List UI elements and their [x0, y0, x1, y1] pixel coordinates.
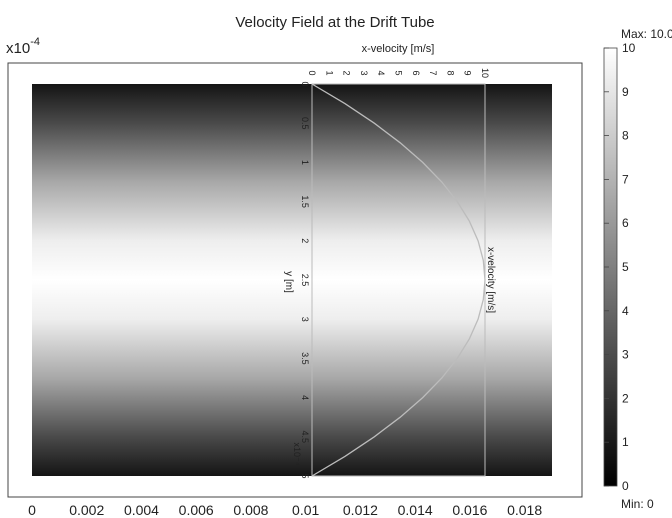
- colorbar-tick-label: 5: [622, 260, 629, 274]
- x-tick-label: 0.012: [343, 502, 378, 518]
- inset-y-tick-label: 2.5: [300, 274, 310, 287]
- x-exponent-label: x10-4: [6, 36, 40, 57]
- x-tick-label: 0.006: [179, 502, 214, 518]
- inset-x-tick-label: 7: [428, 70, 438, 75]
- colorbar-tick-label: 10: [622, 41, 636, 55]
- inset-y-label: y [m]: [283, 271, 294, 293]
- inset-x-tick-label: 6: [411, 70, 421, 75]
- inset-x-tick-label: 2: [342, 70, 352, 75]
- inset-y-tick-label: 3.5: [300, 352, 310, 365]
- colorbar-tick-label: 3: [622, 348, 629, 362]
- inset-x-tick-label: 1: [324, 70, 334, 75]
- velocity-profile-curve: [311, 83, 486, 477]
- x-tick-label: 0.018: [507, 502, 542, 518]
- inset-y-tick-labels: 0 0.5 1 1.5 2 2.5 3 3.5 4 4.5 5: [300, 81, 310, 478]
- inset-x-tick-label: 4: [376, 70, 386, 75]
- x-tick-label: 0.002: [69, 502, 104, 518]
- velocity-field: [32, 84, 552, 476]
- inset-x-tick-label: 0: [307, 70, 317, 75]
- colorbar-tick-label: 8: [622, 129, 629, 143]
- inset-top-label: x-velocity [m/s]: [362, 43, 435, 55]
- colorbar-max-label: Max: 10.001: [621, 27, 672, 41]
- colorbar-min-label: Min: 0: [621, 497, 654, 511]
- colorbar-tick-label: 4: [622, 304, 629, 318]
- inset-right-label: x-velocity [m/s]: [485, 247, 496, 313]
- chart-title: Velocity Field at the Drift Tube: [235, 14, 434, 31]
- colorbar-tick-label: 1: [622, 435, 629, 449]
- inset-y-tick-label: 1.5: [300, 195, 310, 208]
- colorbar-tick-labels: 0 1 2 3 4 5 6 7 8 9 10: [604, 41, 636, 493]
- colorbar-tick-label: 2: [622, 391, 629, 405]
- inset-y-tick-label: 1: [300, 160, 310, 165]
- x-tick-label: 0.004: [124, 502, 159, 518]
- inset-y-tick-label: 0: [300, 81, 310, 86]
- inset-y-tick-label: 3: [300, 317, 310, 322]
- inset-x-tick-label: 5: [394, 70, 404, 75]
- inset-x-tick-label: 10: [480, 68, 490, 78]
- inset-y-tick-label: 2: [300, 238, 310, 243]
- inset-y-exponent: x10⁻⁴: [292, 442, 302, 465]
- inset-y-tick-label: 4.5: [300, 431, 310, 444]
- x-tick-label: 0.008: [233, 502, 268, 518]
- colorbar-tick-label: 0: [622, 479, 629, 493]
- x-tick-label: 0.01: [292, 502, 319, 518]
- inset-y-tick-label: 5: [300, 473, 310, 478]
- inset-x-tick-label: 3: [359, 70, 369, 75]
- inset-x-tick-labels: 0 1 2 3 4 5 6 7 8 9 10: [307, 68, 490, 78]
- inset-y-tick-label: 0.5: [300, 117, 310, 130]
- inset-x-tick-label: 8: [445, 70, 455, 75]
- inset-y-tick-label: 4: [300, 395, 310, 400]
- velocity-profile-inset: x-velocity [m/s] x-velocity [m/s] y [m] …: [283, 43, 496, 479]
- colorbar-tick-label: 6: [622, 216, 629, 230]
- inset-x-tick-label: 9: [463, 70, 473, 75]
- x-tick-label: 0: [28, 502, 36, 518]
- colorbar-tick-label: 7: [622, 172, 629, 186]
- x-tick-label: 0.014: [398, 502, 433, 518]
- x-tick-label: 0.016: [452, 502, 487, 518]
- x-axis-tick-labels: 0 0.002 0.004 0.006 0.008 0.01 0.012 0.014 0.016…: [28, 502, 542, 518]
- colorbar-tick-label: 9: [622, 85, 629, 99]
